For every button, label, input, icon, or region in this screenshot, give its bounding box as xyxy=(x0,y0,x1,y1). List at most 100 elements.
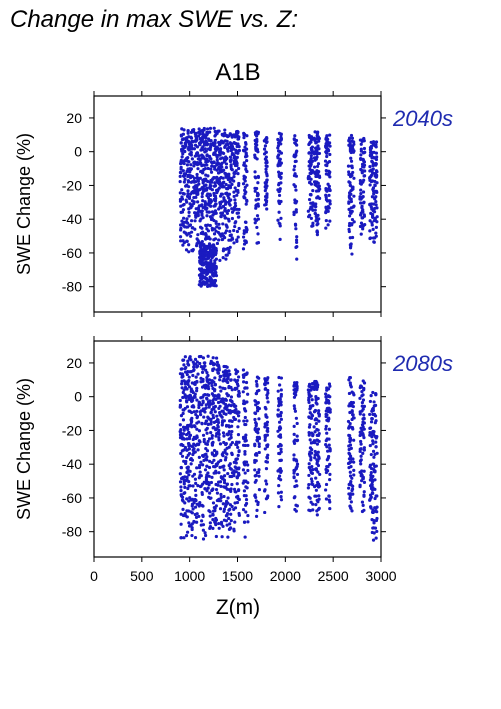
data-point xyxy=(328,175,332,179)
data-point xyxy=(183,385,188,389)
data-point xyxy=(181,203,185,207)
data-point xyxy=(201,199,205,203)
data-point xyxy=(375,451,379,455)
data-point xyxy=(197,127,201,131)
data-point xyxy=(352,194,356,198)
data-point xyxy=(187,375,191,379)
data-point xyxy=(308,466,312,470)
data-point xyxy=(347,391,352,396)
x-tick-label: 3000 xyxy=(365,568,396,584)
data-point xyxy=(292,137,296,141)
data-point xyxy=(181,144,185,148)
data-point xyxy=(256,232,260,236)
data-point xyxy=(207,264,211,268)
data-point xyxy=(375,155,379,159)
data-point xyxy=(214,534,218,539)
data-point xyxy=(306,486,310,490)
data-point xyxy=(371,462,375,466)
data-point xyxy=(192,365,196,369)
data-point xyxy=(277,434,281,438)
data-point xyxy=(294,227,298,231)
data-point xyxy=(187,250,191,254)
data-point xyxy=(374,157,379,162)
data-point xyxy=(277,420,282,424)
data-point xyxy=(295,504,299,508)
data-point xyxy=(237,450,241,454)
data-point xyxy=(195,434,199,438)
y-tick-label: -20 xyxy=(62,422,82,438)
data-point xyxy=(368,463,373,467)
data-point xyxy=(264,155,268,159)
data-point xyxy=(317,456,321,461)
data-point xyxy=(206,400,211,404)
data-point xyxy=(226,208,231,213)
data-point xyxy=(224,182,228,187)
data-point xyxy=(371,187,375,192)
data-point xyxy=(348,410,352,415)
data-point xyxy=(360,400,364,405)
data-point xyxy=(255,453,259,457)
data-point xyxy=(211,501,216,505)
data-point xyxy=(233,378,237,382)
data-point xyxy=(233,224,237,229)
data-point xyxy=(220,409,224,413)
data-point xyxy=(181,191,185,196)
data-point xyxy=(187,409,191,413)
data-point xyxy=(221,502,225,506)
data-point xyxy=(265,443,269,448)
data-point xyxy=(188,457,193,462)
data-point xyxy=(362,146,367,151)
data-point xyxy=(294,188,298,192)
data-point xyxy=(368,150,373,155)
data-point xyxy=(263,405,267,410)
data-point xyxy=(185,399,189,403)
data-point xyxy=(212,184,217,188)
data-point xyxy=(217,161,221,166)
data-point xyxy=(227,146,232,150)
data-point xyxy=(374,392,378,396)
data-point xyxy=(265,136,269,140)
y-tick-label: 20 xyxy=(66,110,82,126)
data-point xyxy=(315,451,319,455)
data-point xyxy=(192,180,196,184)
data-point xyxy=(182,437,186,441)
data-point xyxy=(186,173,190,177)
data-point xyxy=(229,443,233,447)
data-point xyxy=(266,429,270,434)
data-point xyxy=(215,360,219,364)
data-point xyxy=(228,229,232,233)
data-point xyxy=(186,179,190,183)
data-point xyxy=(180,495,185,499)
data-point xyxy=(326,449,330,453)
data-point xyxy=(295,462,300,466)
data-point xyxy=(190,249,195,253)
data-point xyxy=(373,421,377,425)
data-point xyxy=(233,198,237,202)
data-point xyxy=(192,368,196,372)
data-point xyxy=(192,472,197,476)
data-point xyxy=(195,386,199,390)
data-point xyxy=(224,165,229,170)
data-point xyxy=(207,283,211,287)
data-point xyxy=(206,386,211,391)
data-point xyxy=(348,421,352,426)
data-point xyxy=(205,455,209,459)
data-point xyxy=(233,171,237,175)
x-tick-label: 2000 xyxy=(270,568,301,584)
data-point xyxy=(243,132,247,137)
data-point xyxy=(178,472,182,476)
data-point xyxy=(328,202,332,206)
data-point xyxy=(243,179,247,183)
data-point xyxy=(209,170,214,174)
data-point xyxy=(359,474,363,478)
data-point xyxy=(276,491,281,495)
data-point xyxy=(360,500,365,504)
data-point xyxy=(368,183,372,187)
data-point xyxy=(348,381,352,385)
data-point xyxy=(263,181,267,185)
figure-title: Change in max SWE vs. Z: xyxy=(10,6,299,33)
data-point xyxy=(317,136,321,141)
data-point xyxy=(309,500,313,504)
data-point xyxy=(214,229,218,233)
data-point xyxy=(217,238,221,242)
